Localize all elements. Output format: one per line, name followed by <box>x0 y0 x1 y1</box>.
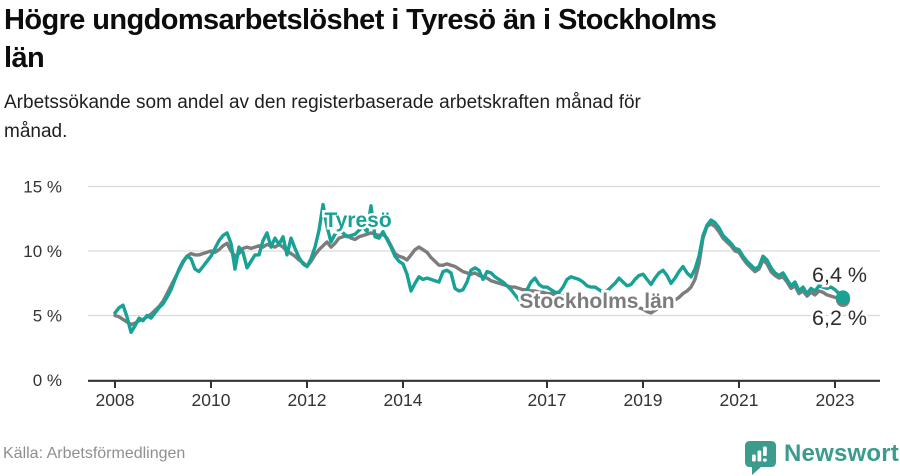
x-tick-label: 2021 <box>720 390 759 410</box>
chart-title-line1: Högre ungdomsarbetslöshet i Tyresö än i … <box>4 4 717 36</box>
newsworthy-logo: Newsworthy <box>744 437 900 476</box>
unemployment-line-chart: 0 % 5 % 10 % 15 % 2008 2010 2012 2014 2017 2019 20… <box>23 178 880 410</box>
series-line-tyres- <box>113 202 845 335</box>
newsworthy-speech-bubble-icon <box>745 441 776 475</box>
newsworthy-wordmark: Newsworthy <box>784 440 900 467</box>
series-label-stockholms-l-n: Stockholms län <box>519 290 674 313</box>
x-tick-label: 2019 <box>624 390 663 410</box>
x-tick-label: 2017 <box>528 390 567 410</box>
chart-subtitle: Arbetssökande som andel av den registerb… <box>4 88 641 146</box>
x-tick-label: 2023 <box>816 390 855 410</box>
chart-title: Högre ungdomsarbetslöshet i Tyresö än i … <box>4 1 717 77</box>
y-tick-label: 0 % <box>33 371 62 390</box>
exclamation-bar <box>763 446 767 456</box>
chart-title-line2: län <box>4 42 45 74</box>
x-tick-label: 2010 <box>192 390 231 410</box>
y-tick-label: 15 % <box>23 178 62 197</box>
chart-subtitle-line1: Arbetssökande som andel av den registerb… <box>4 92 641 113</box>
bar-chart-bar-tall <box>757 450 762 462</box>
source-credit: Källa: Arbetsförmedlingen <box>3 445 186 462</box>
y-tick-label: 10 % <box>23 242 62 261</box>
x-tick-label: 2014 <box>384 390 423 410</box>
x-tick-label: 2008 <box>96 390 135 410</box>
end-value-label-2: 6,2 % <box>812 306 867 330</box>
x-tick-label: 2012 <box>288 390 327 410</box>
exclamation-dot <box>763 458 767 462</box>
end-value-label-1: 6,4 % <box>812 263 867 287</box>
series-end-dot-tyres- <box>836 290 850 305</box>
y-tick-label: 5 % <box>33 307 62 326</box>
series-label-tyres-: Tyresö <box>324 209 391 232</box>
bar-chart-bar-short <box>752 454 756 462</box>
chart-subtitle-line2: månad. <box>4 121 68 142</box>
